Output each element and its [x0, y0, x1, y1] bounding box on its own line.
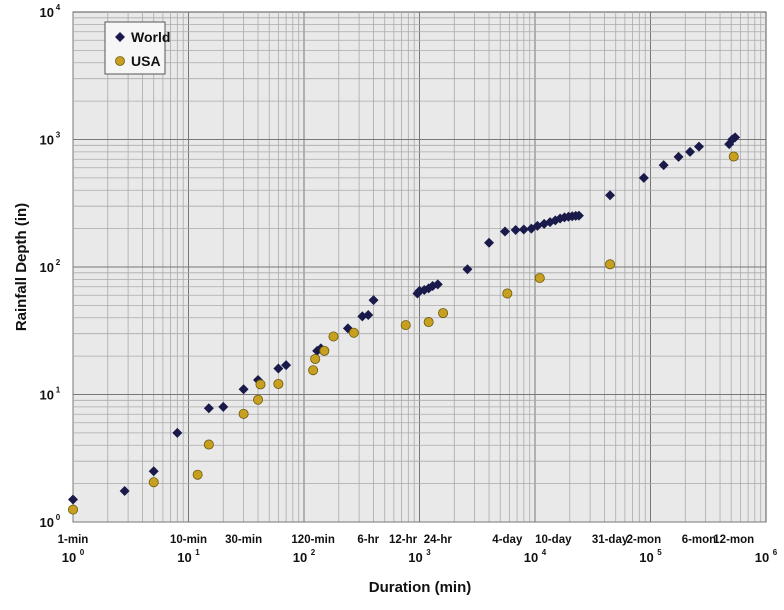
world-point	[273, 363, 284, 374]
legend-usa-label: USA	[131, 53, 161, 69]
duration-label: 30-min	[225, 534, 262, 546]
usa-point	[400, 320, 411, 331]
data-points	[68, 132, 741, 515]
world-point	[500, 226, 511, 237]
duration-label: 10-day	[535, 534, 572, 546]
x-tick-exponent: 6	[773, 548, 778, 557]
legend-world-label: World	[131, 29, 170, 45]
world-point	[693, 141, 704, 152]
duration-label: 120-min	[291, 534, 334, 546]
usa-point	[273, 378, 284, 389]
usa-point	[148, 477, 159, 488]
usa-point	[192, 469, 203, 480]
world-point	[203, 403, 214, 414]
usa-point	[238, 408, 249, 419]
y-tick-label: 10	[40, 515, 54, 530]
legend-box	[104, 21, 166, 75]
duration-label: 10-min	[170, 534, 207, 546]
duration-label: 2-mon	[627, 534, 662, 546]
y-tick-label: 10	[40, 388, 54, 403]
world-point	[638, 172, 649, 183]
usa-point	[502, 288, 513, 299]
y-tick-label: 10	[40, 133, 54, 148]
world-point	[673, 151, 684, 162]
y-axis-label: Rainfall Depth (in)	[13, 203, 30, 331]
duration-label: 1-min	[58, 534, 89, 546]
usa-point	[438, 308, 449, 319]
usa-point	[319, 345, 330, 356]
x-tick-exponent: 3	[426, 548, 431, 557]
x-tick-label: 10	[62, 550, 76, 565]
world-point	[573, 210, 584, 221]
usa-point	[310, 353, 321, 364]
duration-label: 6-mon	[682, 534, 717, 546]
x-tick-label: 10	[755, 550, 769, 565]
x-tick-label: 10	[408, 550, 422, 565]
x-tick-label: 10	[293, 550, 307, 565]
world-point	[218, 401, 229, 412]
world-point	[510, 225, 521, 236]
world-point	[462, 264, 473, 275]
usa-point	[253, 394, 264, 405]
world-point	[368, 295, 379, 306]
duration-label: 24-hr	[424, 534, 453, 546]
usa-point	[348, 327, 359, 338]
x-tick-label: 10	[639, 550, 653, 565]
x-tick-labels: 10 0 10 1 10 2 10 3 10 4 10 5 10 6	[62, 548, 778, 565]
duration-label: 31-day	[592, 534, 629, 546]
world-point	[432, 279, 443, 290]
usa-point	[308, 365, 319, 376]
world-point	[281, 360, 292, 371]
usa-point	[68, 504, 79, 515]
world-point	[148, 466, 159, 477]
x-axis-label: Duration (min)	[369, 579, 472, 596]
usa-point	[728, 151, 739, 162]
x-tick-exponent: 1	[195, 548, 200, 557]
legend-usa-marker	[115, 56, 125, 66]
x-tick-exponent: 5	[657, 548, 662, 557]
y-tick-exponent: 1	[56, 386, 61, 395]
x-tick-label: 10	[177, 550, 191, 565]
y-tick-exponent: 4	[56, 3, 61, 12]
x-tick-label: 10	[524, 550, 538, 565]
y-tick-label: 10	[40, 5, 54, 20]
y-tick-label: 10	[40, 260, 54, 275]
world-point	[605, 190, 616, 201]
world-point	[484, 237, 495, 248]
world-point	[172, 427, 183, 438]
grid	[72, 12, 766, 523]
x-tick-exponent: 0	[80, 548, 85, 557]
duration-label: 12-hr	[389, 534, 418, 546]
duration-label: 12-mon	[713, 534, 754, 546]
world-point	[119, 486, 130, 497]
usa-point	[328, 331, 339, 342]
duration-labels: 1-min 10-min 30-min 120-min 6-hr 12-hr 24-hr 4-…	[58, 534, 755, 546]
usa-point	[605, 259, 616, 270]
y-tick-exponent: 3	[56, 131, 61, 140]
world-point	[238, 384, 249, 395]
world-point	[730, 132, 741, 143]
usa-point	[423, 317, 434, 328]
world-point	[685, 146, 696, 157]
duration-label: 4-day	[492, 534, 523, 546]
y-tick-exponent: 2	[56, 258, 61, 267]
x-tick-exponent: 4	[542, 548, 547, 557]
world-point	[68, 494, 78, 505]
legend: World USA	[104, 21, 170, 75]
x-tick-exponent: 2	[311, 548, 316, 557]
world-point	[518, 224, 529, 235]
usa-point	[255, 379, 266, 390]
y-tick-exponent: 0	[56, 513, 61, 522]
usa-point	[203, 439, 214, 450]
duration-label: 6-hr	[357, 534, 379, 546]
world-point	[658, 160, 669, 171]
usa-point	[534, 272, 545, 283]
legend-world-marker	[115, 32, 125, 42]
world-point	[363, 310, 374, 321]
